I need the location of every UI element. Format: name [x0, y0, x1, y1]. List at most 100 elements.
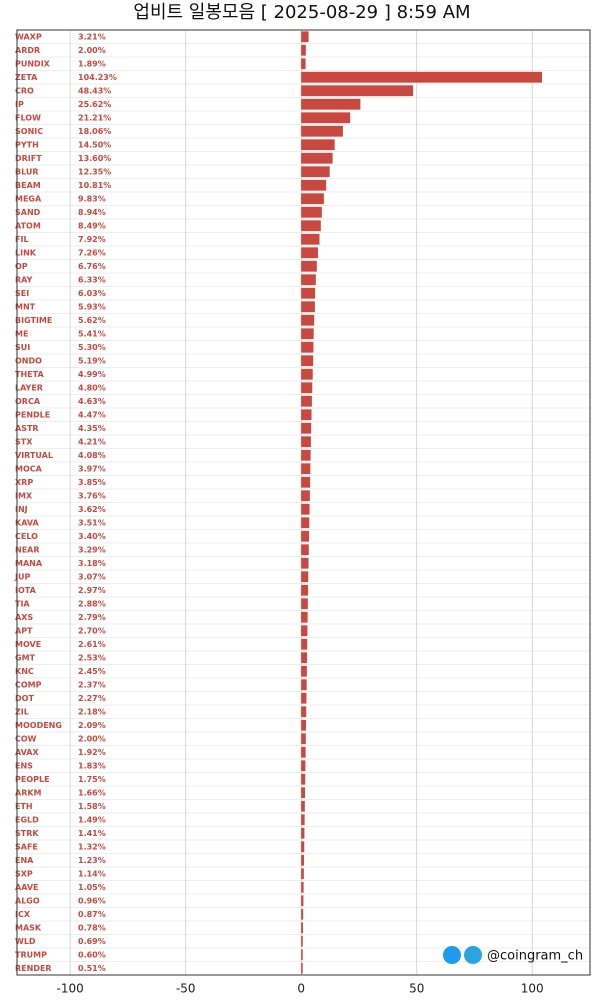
- category-label: AAVE: [15, 883, 39, 892]
- bar: [301, 503, 310, 515]
- value-label: 25.62%: [78, 100, 111, 109]
- value-label: 3.51%: [78, 518, 106, 527]
- category-label: OP: [15, 262, 28, 271]
- bar: [301, 139, 335, 151]
- category-label: MANA: [15, 559, 43, 568]
- category-label: CRO: [15, 86, 34, 95]
- value-label: 1.75%: [78, 775, 106, 784]
- bar: [301, 314, 315, 326]
- category-label: AXS: [15, 613, 33, 622]
- category-label: ICX: [15, 910, 31, 919]
- bar: [301, 814, 305, 826]
- bar: [301, 274, 316, 286]
- value-label: 48.43%: [78, 86, 111, 95]
- value-label: 4.47%: [78, 410, 106, 419]
- value-label: 6.76%: [78, 262, 106, 271]
- category-label: TIA: [15, 599, 30, 608]
- bar: [301, 449, 311, 461]
- category-label: SAFE: [15, 842, 38, 851]
- bar: [301, 368, 313, 380]
- category-label: COW: [15, 734, 37, 743]
- bar: [301, 652, 308, 664]
- value-label: 4.80%: [78, 383, 106, 392]
- value-label: 2.45%: [78, 667, 106, 676]
- bar: [301, 746, 306, 758]
- bar: [301, 611, 308, 623]
- category-label: ASTR: [15, 424, 39, 433]
- category-label: XRP: [15, 478, 33, 487]
- bar: [301, 301, 315, 313]
- category-label: MASK: [15, 923, 42, 932]
- category-label: KNC: [15, 667, 34, 676]
- category-label: STX: [15, 437, 33, 446]
- category-label: ZIL: [15, 707, 29, 716]
- value-label: 6.33%: [78, 275, 106, 284]
- bar: [301, 800, 305, 812]
- category-label: WLD: [15, 937, 36, 946]
- category-label: MOODENG: [15, 721, 62, 730]
- value-label: 1.05%: [78, 883, 106, 892]
- value-label: 2.00%: [78, 46, 106, 55]
- category-label: PUNDIX: [15, 59, 51, 68]
- bar: [301, 598, 308, 610]
- bar: [301, 112, 351, 124]
- bar: [301, 58, 306, 70]
- bar: [301, 233, 320, 245]
- value-label: 1.58%: [78, 802, 106, 811]
- value-label: 3.21%: [78, 32, 106, 41]
- category-label: EGLD: [15, 815, 39, 824]
- category-label: LAYER: [15, 383, 43, 392]
- value-label: 2.00%: [78, 734, 106, 743]
- value-label: 12.35%: [78, 167, 111, 176]
- bar: [301, 638, 308, 650]
- category-label: AVAX: [15, 748, 39, 757]
- category-label: THETA: [15, 370, 44, 379]
- bar: [301, 881, 304, 893]
- value-label: 5.62%: [78, 316, 106, 325]
- bar: [301, 557, 309, 569]
- category-label: MOVE: [15, 640, 41, 649]
- category-label: ARDR: [15, 46, 40, 55]
- bar: [301, 287, 316, 299]
- value-label: 3.62%: [78, 505, 106, 514]
- value-label: 4.99%: [78, 370, 106, 379]
- category-label: VIRTUAL: [15, 451, 53, 460]
- bar: [301, 382, 313, 394]
- category-label: SAND: [15, 208, 41, 217]
- bar: [301, 152, 333, 164]
- value-label: 7.92%: [78, 235, 106, 244]
- category-label: ZETA: [15, 73, 38, 82]
- category-label: APT: [15, 626, 33, 635]
- value-label: 18.06%: [78, 127, 111, 136]
- value-label: 0.51%: [78, 964, 106, 973]
- bar: [301, 733, 306, 745]
- category-label: PYTH: [15, 140, 39, 149]
- value-label: 2.18%: [78, 707, 106, 716]
- category-label: ALGO: [15, 896, 40, 905]
- bar: [301, 773, 306, 785]
- value-label: 3.40%: [78, 532, 106, 541]
- category-label: RENDER: [15, 964, 52, 973]
- bar: [301, 179, 327, 191]
- bar: [301, 706, 307, 718]
- value-label: 4.08%: [78, 451, 106, 460]
- value-label: 5.19%: [78, 356, 106, 365]
- value-label: 4.63%: [78, 397, 106, 406]
- bar: [301, 571, 309, 583]
- value-label: 0.69%: [78, 937, 106, 946]
- value-label: 1.92%: [78, 748, 106, 757]
- watermark: @coingram_ch: [443, 946, 583, 964]
- value-label: 10.81%: [78, 181, 111, 190]
- bar: [301, 530, 310, 542]
- plot-area: WAXP 3.21% ARDR 2.00% PUNDIX 1.89% ZETA 104.23%…: [14, 30, 590, 976]
- category-label: ENS: [15, 761, 33, 770]
- category-label: GMT: [15, 653, 36, 662]
- value-label: 5.93%: [78, 302, 106, 311]
- bar: [301, 476, 311, 488]
- value-label: 13.60%: [78, 154, 111, 163]
- value-label: 0.60%: [78, 950, 106, 959]
- category-label: ETH: [15, 802, 33, 811]
- value-label: 1.14%: [78, 869, 106, 878]
- value-label: 9.83%: [78, 194, 106, 203]
- category-label: ORCA: [15, 397, 41, 406]
